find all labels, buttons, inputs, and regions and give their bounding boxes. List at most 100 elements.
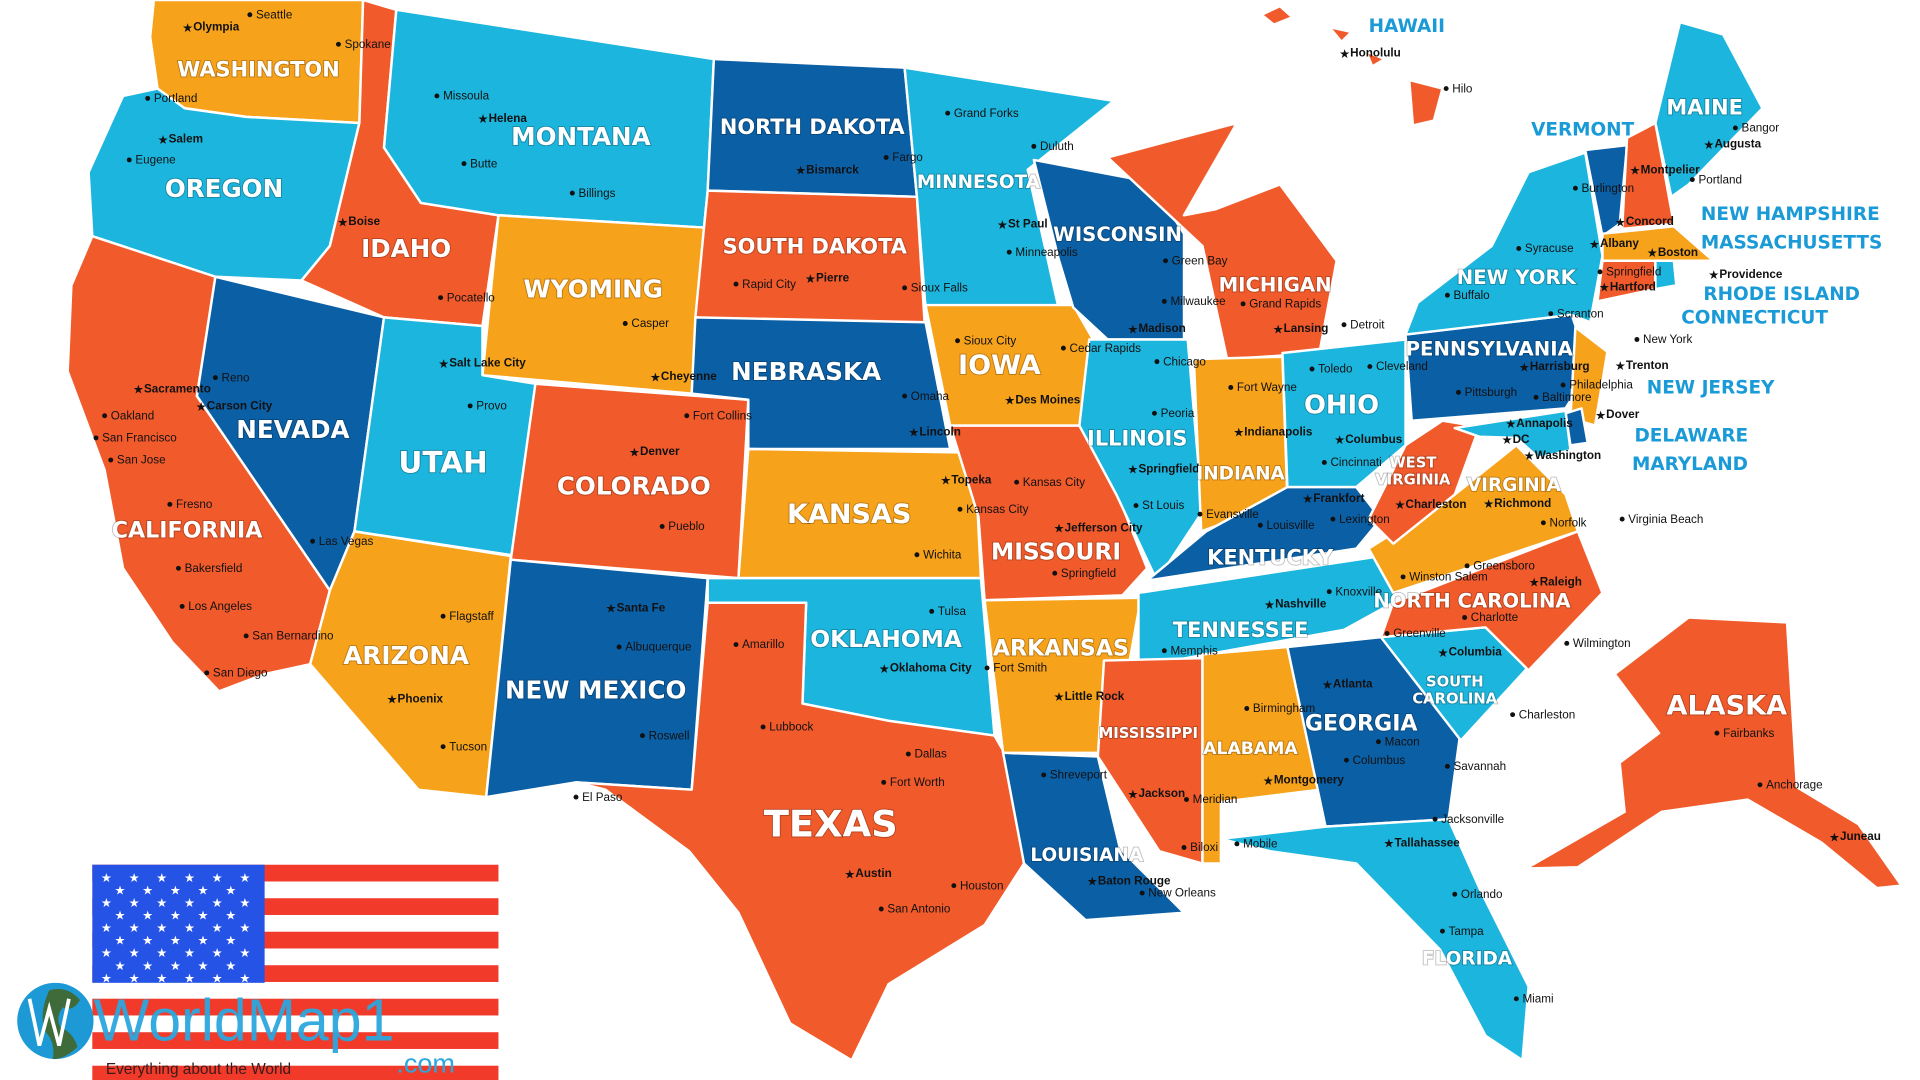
state-shape-kentucky[interactable]: [1145, 485, 1383, 582]
state-label-minnesota: MINNESOTA: [917, 172, 1041, 193]
flag-star-icon: ★: [239, 971, 250, 985]
city-label: Pueblo: [668, 520, 704, 533]
flag-star-icon: ★: [142, 959, 153, 973]
state-label-delaware: DELAWARE: [1634, 426, 1748, 447]
state-north-carolina[interactable]: [1379, 530, 1604, 672]
state-shape-new-jersey[interactable]: [1569, 325, 1609, 427]
flag-star-icon: ★: [142, 934, 153, 948]
state-shape-massachusetts[interactable]: [1601, 225, 1715, 263]
state-shape-texas[interactable]: [574, 601, 1026, 1062]
city-dot-icon: [1341, 322, 1347, 328]
city-label: Richmond: [1494, 497, 1551, 510]
capital-star-icon: ★: [650, 370, 661, 384]
state-label-pennsylvania: PENNSYLVANIA: [1406, 337, 1574, 360]
city-label: Fort Collins: [693, 409, 752, 422]
state-label-mississippi: MISSISSIPPI: [1099, 725, 1198, 742]
city-label: Kansas City: [966, 503, 1028, 516]
city-label: Oklahoma City: [890, 662, 972, 675]
state-hawaii[interactable]: [1260, 4, 1444, 127]
state-shape-florida[interactable]: [1219, 817, 1530, 1062]
city-dot-icon: [1572, 185, 1578, 191]
state-shape-michigan[interactable]: [1106, 121, 1338, 361]
capital-star-icon: ★: [879, 662, 890, 676]
city-label: Omaha: [911, 390, 950, 403]
capital-star-icon: ★: [1263, 774, 1274, 788]
city-dot-icon: [622, 321, 628, 326]
city-label: Detroit: [1350, 318, 1385, 331]
state-shape-ohio[interactable]: [1281, 338, 1407, 489]
city-label: Charleston: [1519, 708, 1575, 721]
state-kentucky[interactable]: [1145, 485, 1383, 582]
city-label: Anchorage: [1766, 778, 1822, 791]
city-dot-icon: [659, 524, 665, 529]
state-shape-illinois[interactable]: [1078, 338, 1204, 582]
city-label: Nashville: [1275, 598, 1327, 611]
city-dot-icon: [1597, 269, 1603, 275]
state-shape-south-dakota[interactable]: [694, 189, 927, 340]
state-south-dakota[interactable]: [694, 189, 927, 340]
state-alaska[interactable]: [1524, 616, 1903, 890]
city-dot-icon: [179, 603, 185, 609]
state-shape-maryland[interactable]: [1453, 409, 1572, 459]
state-massachusetts[interactable]: [1601, 225, 1715, 263]
capital-star-icon: ★: [1519, 360, 1530, 374]
capital-star-icon: ★: [1087, 875, 1098, 889]
city-label: Amarillo: [742, 638, 784, 651]
city-dot-icon: [438, 295, 444, 301]
city-label: Sioux City: [964, 334, 1017, 347]
state-vermont[interactable]: [1584, 143, 1629, 238]
city-label: Biloxi: [1190, 841, 1218, 854]
city-dot-icon: [733, 281, 739, 287]
state-ohio[interactable]: [1281, 338, 1407, 489]
state-shape-maine[interactable]: [1654, 20, 1764, 199]
state-florida[interactable]: [1219, 817, 1530, 1062]
capital-star-icon: ★: [133, 383, 144, 397]
city-label: Meridian: [1193, 793, 1238, 806]
city-label: Savannah: [1454, 760, 1507, 773]
state-rhode-island[interactable]: [1654, 259, 1678, 291]
state-mississippi[interactable]: [1096, 656, 1204, 865]
city-label: Winston Salem: [1409, 571, 1488, 584]
city-label: Orlando: [1461, 888, 1503, 901]
state-new-hampshire[interactable]: [1620, 121, 1676, 231]
city-dot-icon: [204, 670, 210, 676]
city-dot-icon: [1326, 589, 1332, 595]
state-maine[interactable]: [1654, 20, 1764, 199]
state-shape-hawaii[interactable]: [1328, 25, 1353, 44]
city-label: Washington: [1535, 449, 1601, 462]
state-shape-north-carolina[interactable]: [1379, 530, 1604, 672]
city-label: New York: [1643, 333, 1692, 346]
state-montana[interactable]: [382, 8, 716, 229]
state-shape-alaska[interactable]: [1524, 616, 1903, 890]
city-dot-icon: [1432, 816, 1438, 822]
state-shape-hawaii[interactable]: [1260, 4, 1294, 26]
capital-star-icon: ★: [1595, 408, 1606, 422]
state-shape-rhode-island[interactable]: [1654, 259, 1678, 291]
state-illinois[interactable]: [1078, 338, 1204, 582]
state-shape-new-hampshire[interactable]: [1620, 121, 1676, 231]
state-shape-vermont[interactable]: [1584, 143, 1629, 238]
state-michigan[interactable]: [1106, 121, 1338, 361]
state-shape-hawaii[interactable]: [1408, 78, 1444, 127]
city-label: Carson City: [207, 400, 273, 413]
city-dot-icon: [905, 751, 911, 757]
city-label: Pittsburgh: [1465, 386, 1518, 399]
state-shape-hawaii[interactable]: [1364, 50, 1386, 68]
city-dot-icon: [1443, 86, 1449, 92]
state-label-new-york: NEW YORK: [1457, 266, 1577, 289]
city-label: Pocatello: [447, 291, 495, 304]
city-label: Reno: [222, 371, 250, 384]
state-shape-mississippi[interactable]: [1096, 656, 1204, 865]
state-shape-montana[interactable]: [382, 8, 716, 229]
city-label: Seattle: [256, 8, 292, 21]
state-new-jersey[interactable]: [1569, 325, 1609, 427]
state-maryland[interactable]: [1453, 409, 1572, 459]
city-dot-icon: [212, 375, 218, 381]
city-dot-icon: [145, 95, 151, 101]
capital-star-icon: ★: [1233, 426, 1244, 440]
city-label: Chicago: [1163, 355, 1206, 368]
city-dot-icon: [1510, 712, 1516, 718]
flag-star-icon: ★: [114, 934, 125, 948]
city-dot-icon: [1257, 522, 1263, 528]
state-texas[interactable]: [574, 601, 1026, 1062]
